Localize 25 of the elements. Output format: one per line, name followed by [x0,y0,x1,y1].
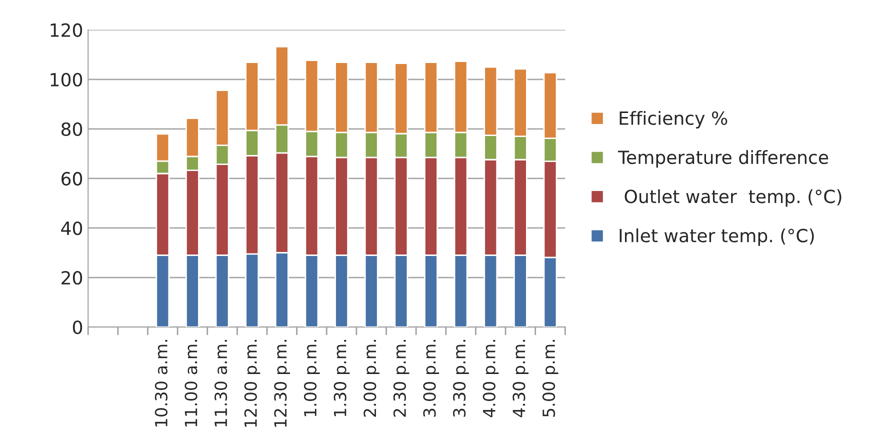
x-tick-label: 11.00 a.m. [184,340,198,426]
y-tick-label: 0 [72,320,82,334]
y-tick-label: 40 [61,221,82,236]
legend-label: Inlet water temp. (°C) [620,228,814,246]
x-tick-label: 1.00 p.m. [304,340,320,416]
x-tick-label: 4.30 p.m. [512,340,528,418]
y-tick-label: 60 [62,172,82,186]
x-tick-label: 10.30 a.m. [154,340,168,426]
legend-label: Outlet water temp. (°C) [624,189,842,207]
x-tick-label: 3.30 p.m. [453,340,469,417]
y-tick-label: 100 [50,72,82,86]
x-tick-label: 12.30 p.m. [274,340,290,427]
legend-label: Efficiency % [620,111,728,128]
x-tick-label: 1.30 p.m. [334,340,350,416]
x-tick-label: 12.00 p.m. [244,340,260,427]
x-tick-label: 11.30 a.m. [214,340,228,426]
x-tick-label: 2.00 p.m. [364,340,380,417]
x-tick-label: 2.30 p.m. [393,340,410,417]
x-tick-label: 3.00 p.m. [423,340,440,417]
legend-label: Temperature difference [618,150,828,168]
y-tick-label: 20 [62,270,82,285]
x-tick-label: 5.00 p.m. [542,340,558,417]
x-tick-label: 4.00 p.m. [482,340,499,418]
y-tick-label: 80 [62,122,82,136]
y-tick-label: 120 [50,23,82,37]
